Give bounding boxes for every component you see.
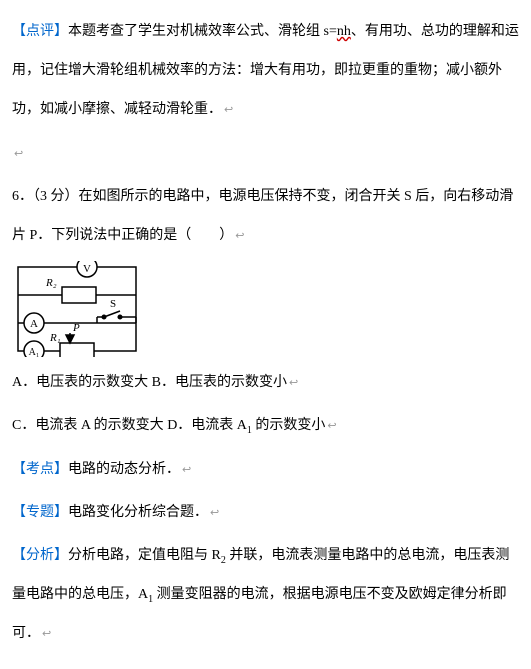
comment-wavy: nh [337, 24, 351, 39]
blank-line: ↩ [12, 134, 519, 173]
return-icon: ↩ [289, 377, 298, 389]
question-6: 6．（3 分）在如图所示的电路中，电源电压保持不变，闭合开关 S 后，向右移动滑… [12, 177, 519, 255]
ammeter-a1-label: A₁ [29, 347, 40, 357]
s-label: S [110, 298, 116, 310]
fenxi-label: 【分析】 [12, 548, 68, 563]
comment-label: 【点评】 [12, 24, 68, 39]
zhuanti-text: 电路变化分析综合题． [68, 505, 208, 520]
return-icon: ↩ [210, 507, 219, 519]
r1-label: R₁ [49, 332, 61, 344]
q6-number: 6．（3 分） [12, 189, 79, 204]
options-line-1: A．电压表的示数变大 B．电压表的示数变小↩ [12, 363, 519, 402]
return-icon: ↩ [235, 230, 244, 242]
option-d-b: 的示数变小 [252, 418, 326, 433]
return-icon: ↩ [42, 628, 51, 640]
option-c: C．电流表 A 的示数变大 [12, 418, 164, 433]
r2-label: R₂ [45, 277, 57, 289]
voltmeter-label: V [83, 263, 91, 275]
fenxi-t1: 分析电路，定值电阻与 R [68, 548, 221, 563]
q6-stem: 在如图所示的电路中，电源电压保持不变，闭合开关 S 后，向右移动滑片 P．下列说… [12, 189, 513, 243]
ammeter-a-label: A [30, 318, 38, 330]
circuit-diagram: V R₂ A A₁ R₁ P S [12, 261, 142, 357]
comment-block: 【点评】本题考查了学生对机械效率公式、滑轮组 s=nh、有用功、总功的理解和运用… [12, 12, 519, 130]
return-icon: ↩ [182, 464, 191, 476]
kaodian-text: 电路的动态分析． [68, 462, 180, 477]
option-a: A．电压表的示数变大 [12, 375, 148, 390]
option-b: B．电压表的示数变小 [152, 375, 287, 390]
zhuanti-block: 【专题】电路变化分析综合题．↩ [12, 493, 519, 532]
return-icon: ↩ [327, 420, 336, 432]
zhuanti-label: 【专题】 [12, 505, 68, 520]
kaodian-label: 【考点】 [12, 462, 68, 477]
p-label: P [72, 322, 80, 334]
options-line-2: C．电流表 A 的示数变大 D．电流表 A1 的示数变小↩ [12, 406, 519, 445]
fenxi-block: 【分析】分析电路，定值电阻与 R2 并联，电流表测量电路中的总电流，电压表测量电… [12, 536, 519, 654]
comment-text-a: 本题考查了学生对机械效率公式、滑轮组 s= [68, 24, 337, 39]
return-icon: ↩ [14, 148, 23, 160]
option-d-a: D．电流表 A [167, 418, 247, 433]
return-icon: ↩ [224, 104, 233, 116]
kaodian-block: 【考点】电路的动态分析．↩ [12, 450, 519, 489]
